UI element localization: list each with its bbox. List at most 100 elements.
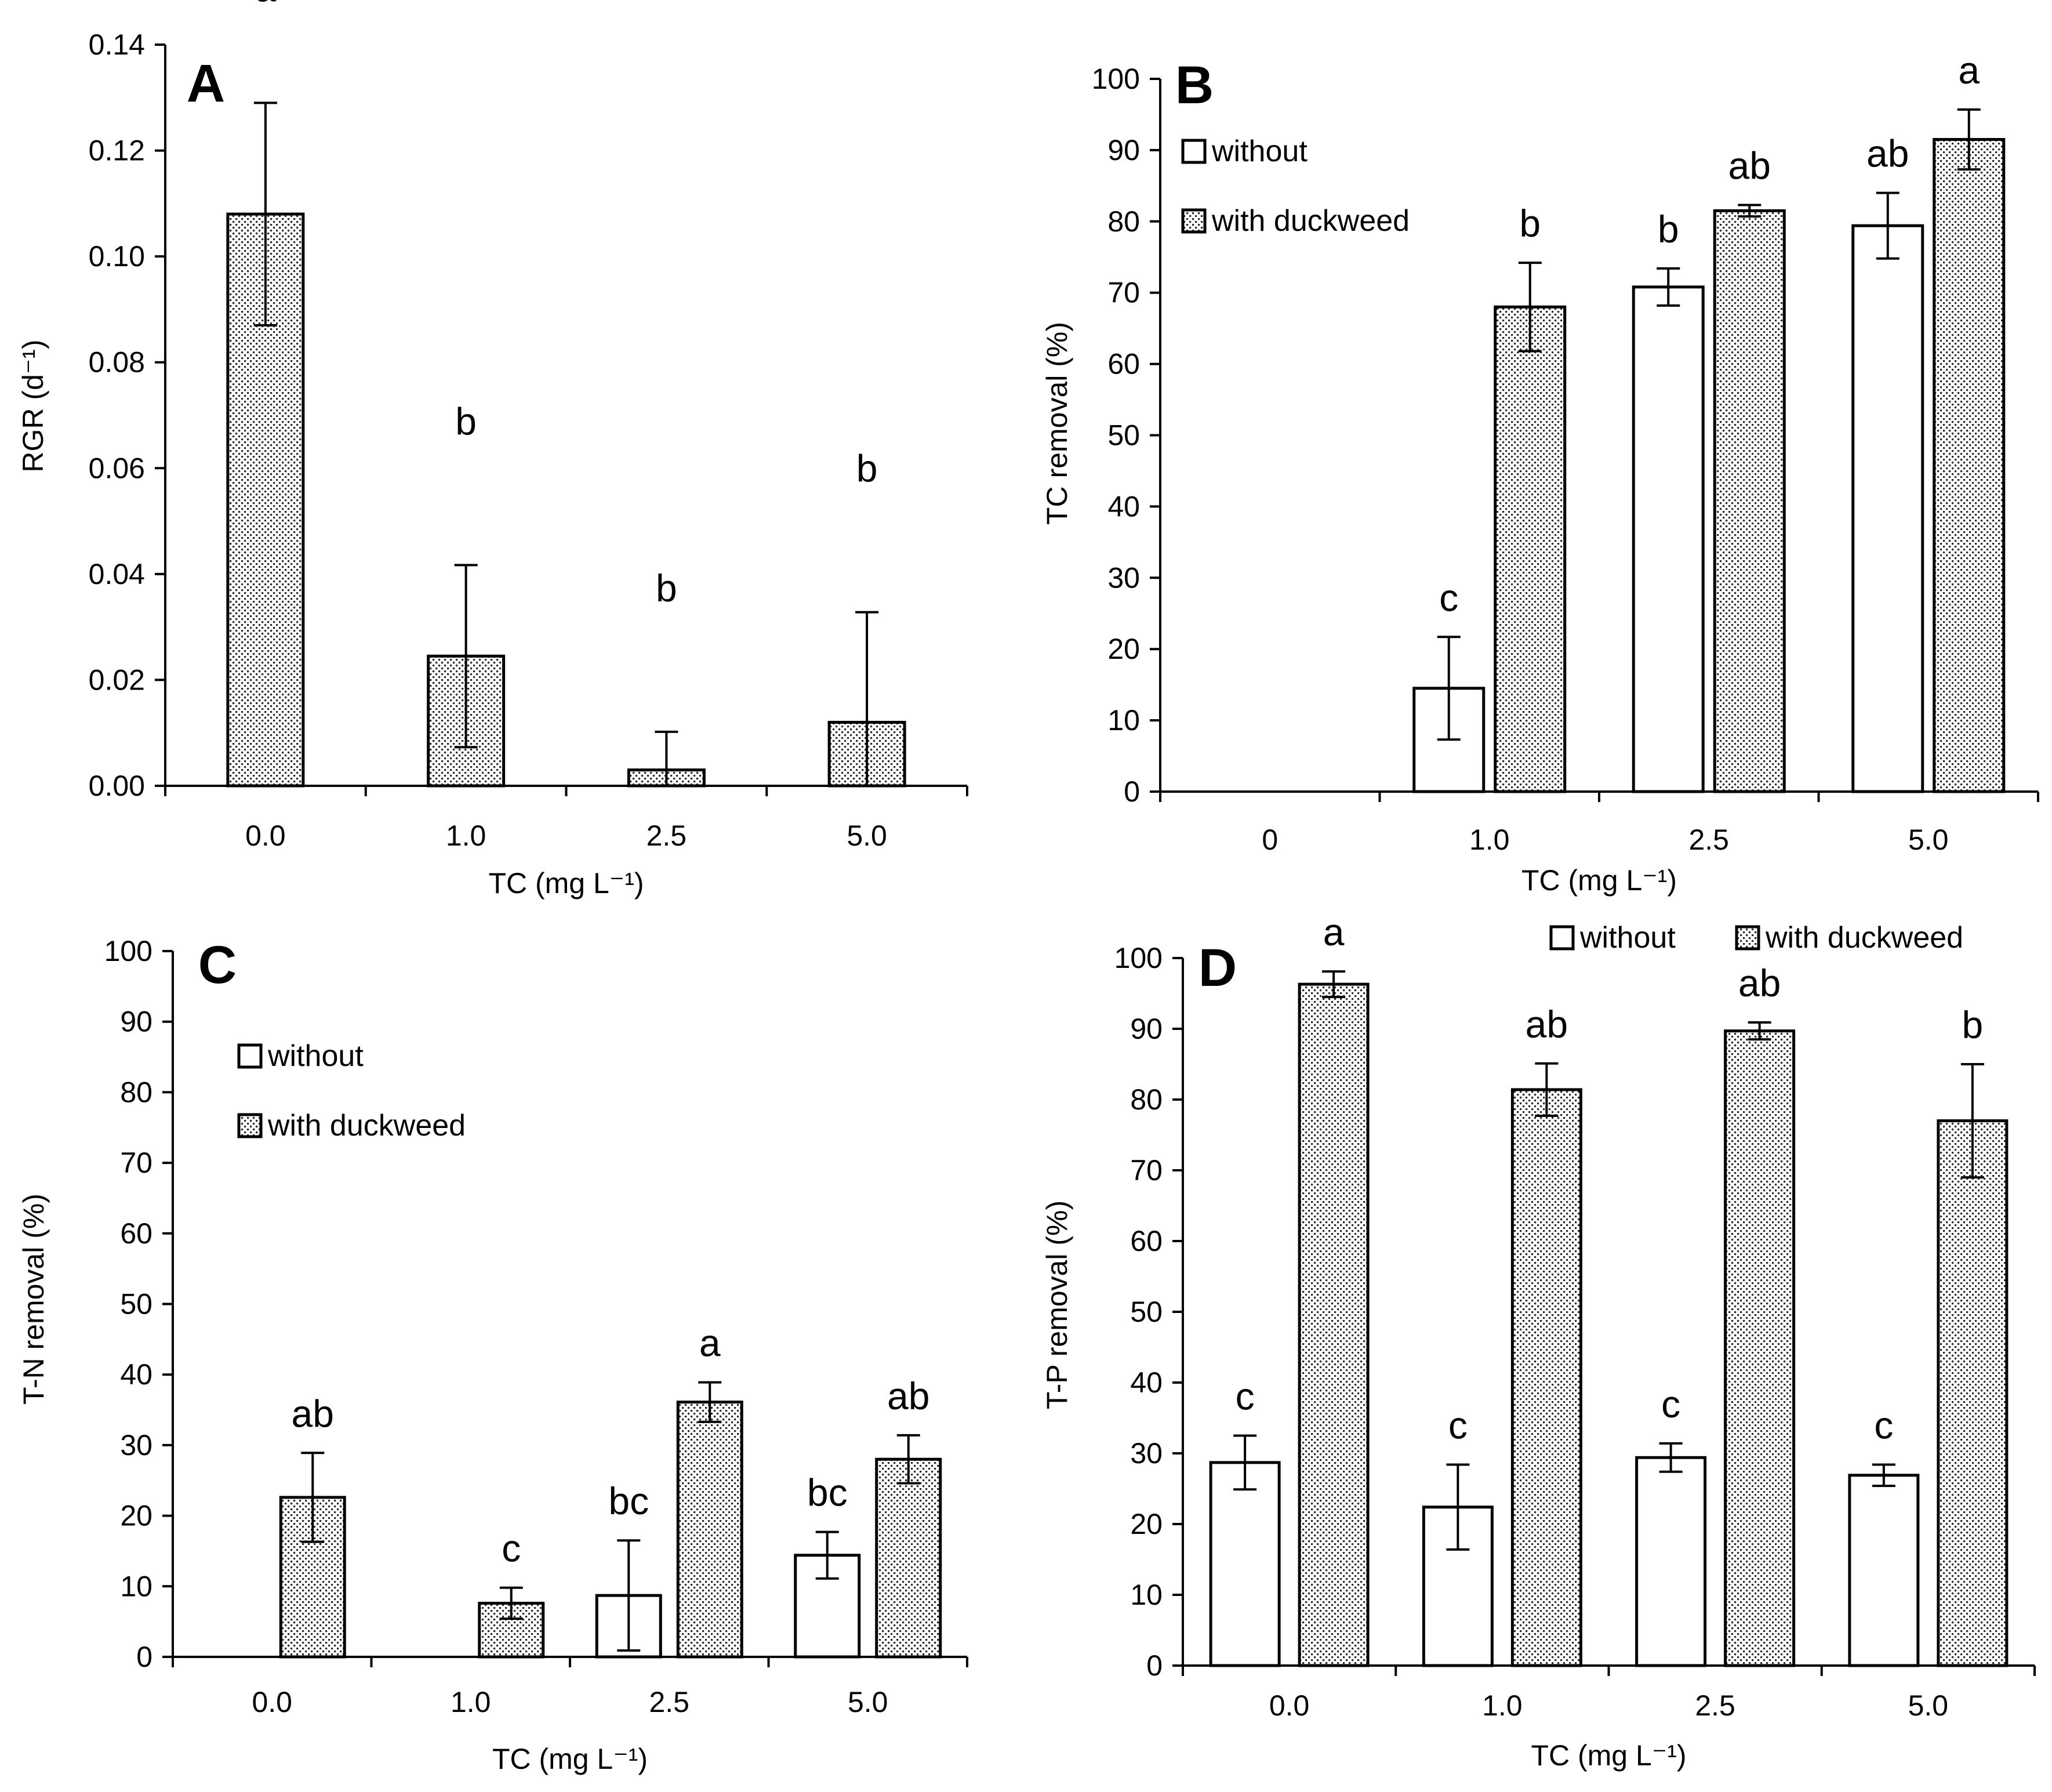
y-tick-label: 0.06 (89, 452, 145, 484)
error-bar (855, 611, 879, 787)
y-tick-label: 20 (1130, 1508, 1163, 1540)
y-tick-label: 10 (120, 1570, 152, 1602)
error-bar (617, 1539, 641, 1652)
y-tick-label: 40 (1107, 490, 1140, 523)
y-tick-label: 70 (120, 1147, 152, 1179)
y-tick-label: 80 (1130, 1083, 1163, 1116)
significance-letter: c (1439, 576, 1458, 619)
bar (1724, 1029, 1796, 1667)
significance-letter: bc (807, 1471, 848, 1514)
error-bar (1872, 1463, 1895, 1488)
y-tick-label: 0.02 (89, 663, 145, 696)
error-bar (698, 1381, 722, 1423)
error-bar (1233, 1434, 1257, 1491)
bar (1209, 1461, 1281, 1667)
x-tick-label: 1.0 (451, 1686, 491, 1718)
legend-label: with duckweed (1211, 204, 1410, 238)
y-tick-label: 60 (1130, 1225, 1163, 1257)
y-tick-label: 80 (120, 1076, 152, 1108)
y-tick-label: 90 (120, 1006, 152, 1038)
bar (1937, 1119, 2009, 1667)
significance-letter: ab (1728, 144, 1771, 187)
x-tick-label: 5.0 (1908, 824, 1949, 856)
bar (1298, 982, 1370, 1667)
y-tick-label: 70 (1107, 277, 1140, 309)
error-bar (1659, 1442, 1683, 1473)
significance-letter: b (656, 567, 677, 610)
y-tick-label: 60 (120, 1217, 152, 1250)
x-tick-label: 0 (1262, 824, 1278, 856)
y-tick-label: 50 (120, 1288, 152, 1321)
panel-label: D (1198, 938, 1237, 997)
y-axis-title: T-N removal (%) (17, 1194, 50, 1405)
y-tick-label: 50 (1130, 1296, 1163, 1328)
x-axis-title: TC (mg L⁻¹) (492, 1743, 648, 1775)
y-tick-label: 30 (1107, 561, 1140, 594)
error-bar (1738, 204, 1762, 218)
y-tick-label: 40 (1130, 1366, 1163, 1399)
error-bar (1748, 1021, 1771, 1041)
y-axis-title: TC removal (%) (1041, 322, 1073, 525)
bar (676, 1401, 743, 1659)
error-bar (1322, 970, 1346, 999)
bar (1848, 1474, 1920, 1667)
chart-panel-b: 0 10 20 30 40 50 60 70 80 90 100 0 1.0 2.5 5.0 TC (mg L… (1041, 49, 2039, 897)
significance-letter: c (1236, 1375, 1255, 1418)
y-tick-label: 30 (120, 1429, 152, 1461)
chart-panel-a: 0.00 0.02 0.04 0.06 0.08 0.10 0.12 0.14 0.0 1.0 2.… (17, 0, 968, 899)
x-tick-label: 2.5 (647, 819, 687, 852)
x-tick-label: 5.0 (1908, 1689, 1949, 1722)
error-bar (1518, 262, 1542, 353)
x-tick-label: 2.5 (649, 1686, 689, 1718)
error-bar (253, 101, 277, 327)
y-tick-label: 100 (1114, 942, 1163, 974)
bar (1632, 285, 1705, 793)
significance-letter: a (1958, 49, 1980, 92)
x-tick-label: 5.0 (848, 1686, 888, 1718)
error-bar (1446, 1463, 1470, 1551)
error-bar (1437, 636, 1461, 741)
significance-letter: ab (1526, 1003, 1568, 1046)
x-axis-title: TC (mg L⁻¹) (1521, 864, 1677, 897)
bar (1713, 209, 1786, 793)
y-axis-title: T-P removal (%) (1041, 1200, 1073, 1409)
x-tick-label: 0.0 (252, 1686, 292, 1718)
y-tick-label: 40 (120, 1358, 152, 1391)
y-tick-label: 90 (1107, 134, 1140, 166)
legend-label: without (1579, 921, 1676, 955)
panel-label: A (187, 54, 225, 113)
bar (794, 1554, 861, 1659)
bar (1510, 1088, 1582, 1667)
significance-letter: b (455, 400, 477, 442)
significance-letter: b (1519, 202, 1541, 245)
x-axis-title: TC (mg L⁻¹) (1531, 1739, 1686, 1772)
bar (1635, 1456, 1707, 1667)
x-tick-label: 0.0 (1269, 1689, 1310, 1722)
panel-label: C (198, 935, 237, 995)
error-bar (1876, 191, 1900, 260)
x-tick-label: 2.5 (1695, 1689, 1735, 1722)
y-tick-label: 0.08 (89, 346, 145, 379)
error-bar (301, 1452, 325, 1543)
y-tick-label: 0.10 (89, 240, 145, 273)
significance-letter: c (502, 1527, 521, 1570)
y-tick-label: 20 (1107, 633, 1140, 665)
significance-letter: ab (292, 1392, 334, 1435)
x-tick-label: 0.0 (245, 819, 286, 852)
y-tick-label: 70 (1130, 1154, 1163, 1187)
legend-label: without (267, 1039, 364, 1073)
x-axis-title: TC (mg L⁻¹) (488, 867, 644, 899)
legend-label: with duckweed (267, 1109, 466, 1142)
y-tick-label: 0.04 (89, 558, 145, 590)
significance-letter: c (1661, 1383, 1680, 1425)
y-tick-label: 10 (1130, 1579, 1163, 1611)
error-bar (499, 1586, 523, 1620)
y-tick-label: 30 (1130, 1437, 1163, 1470)
bar (1851, 224, 1924, 793)
y-tick-label: 10 (1107, 704, 1140, 737)
significance-letter: b (1962, 1003, 1984, 1046)
error-bar (815, 1530, 839, 1580)
x-tick-label: 1.0 (1482, 1689, 1523, 1722)
y-tick-label: 0 (1146, 1649, 1163, 1682)
y-tick-label: 100 (104, 935, 152, 967)
